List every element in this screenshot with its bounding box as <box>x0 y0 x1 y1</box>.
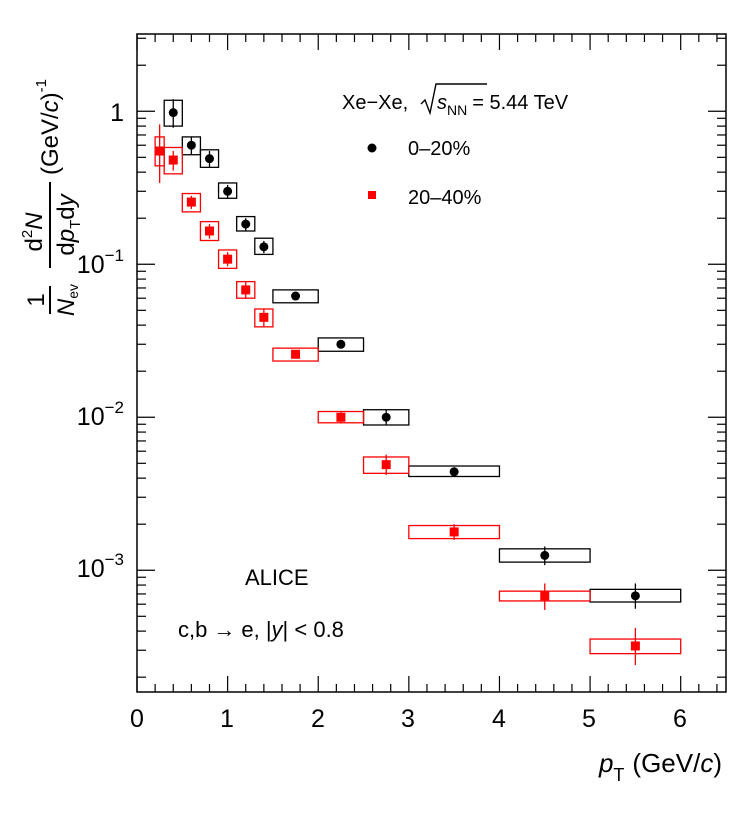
data-point <box>168 155 178 165</box>
svg-text:dpTdy: dpTdy <box>53 192 84 255</box>
data-point <box>186 197 196 207</box>
plot-frame <box>136 33 727 693</box>
data-point <box>630 641 640 651</box>
x-axis-title: pT (GeV/c) <box>598 748 722 785</box>
data-point <box>259 312 269 322</box>
y-tick-label-1: 1 <box>110 99 124 127</box>
data-point <box>259 242 269 252</box>
data-point <box>336 339 346 349</box>
svg-text:d2N: d2N <box>19 212 48 252</box>
x-tick-label-4: 4 <box>492 705 506 733</box>
data-point <box>223 186 233 196</box>
y-tick-label-1e-3: 10−3 <box>77 550 124 583</box>
sys-box <box>181 192 202 213</box>
x-tick-label-0: 0 <box>130 705 144 733</box>
sys-box <box>272 289 319 304</box>
sys-box <box>199 220 220 242</box>
sys-box <box>217 249 238 270</box>
data-point <box>291 291 301 301</box>
sys-box <box>317 337 365 352</box>
x-tick-label-6: 6 <box>673 705 687 733</box>
data-point <box>241 285 251 295</box>
experiment-label: ALICE <box>245 565 309 590</box>
data-point <box>291 349 301 359</box>
data-point <box>223 254 233 264</box>
series-0 <box>163 99 682 609</box>
data-point <box>336 412 346 422</box>
y-tick-label-1e-1: 10−1 <box>77 246 124 279</box>
data-point <box>241 219 251 229</box>
y-tick-label-1e-2: 10−2 <box>77 398 124 431</box>
legend-label-0-20: 0–20% <box>408 138 470 160</box>
sys-box <box>254 237 274 256</box>
data-point <box>168 108 178 118</box>
x-tick-label-3: 3 <box>401 705 415 733</box>
data-point <box>381 412 391 422</box>
data-point <box>204 226 214 236</box>
data-point <box>381 460 391 470</box>
data-point <box>449 467 459 477</box>
x-tick-label-2: 2 <box>311 705 325 733</box>
svg-text:Nev: Nev <box>53 284 81 316</box>
sqrt-symbol <box>420 83 487 116</box>
sys-box <box>272 347 319 362</box>
data-point <box>204 154 214 164</box>
sys-box <box>163 146 183 175</box>
data-marks <box>154 99 682 666</box>
x-tick-label-5: 5 <box>582 705 596 733</box>
data-point <box>630 591 640 601</box>
x-tick-label-1: 1 <box>220 705 234 733</box>
legend-marker-20-40 <box>368 191 376 199</box>
series-1 <box>154 124 682 666</box>
process-label: c,b → e, |y| < 0.8 <box>178 617 344 642</box>
data-point <box>540 591 550 601</box>
svg-text:(GeV/c)-1: (GeV/c)-1 <box>33 79 64 175</box>
svg-text:Xe−Xe,: Xe−Xe, <box>342 92 408 114</box>
svg-text:sNN= 5.44 TeV: sNN = 5.44 TeV <box>437 92 569 118</box>
data-point <box>540 550 550 560</box>
legend-marker-0-20 <box>367 143 377 153</box>
svg-text:1: 1 <box>23 293 50 306</box>
data-point <box>186 140 196 150</box>
y-axis-title: 1 Nev d2N dpTdy (GeV/c)-1 <box>19 79 84 316</box>
legend-header: Xe−Xe, sNN = 5.44 TeV <box>342 83 569 118</box>
axis-ticks <box>136 34 726 692</box>
legend-label-20-40: 20–40% <box>408 187 482 209</box>
data-point <box>449 527 459 537</box>
data-point <box>155 146 165 156</box>
